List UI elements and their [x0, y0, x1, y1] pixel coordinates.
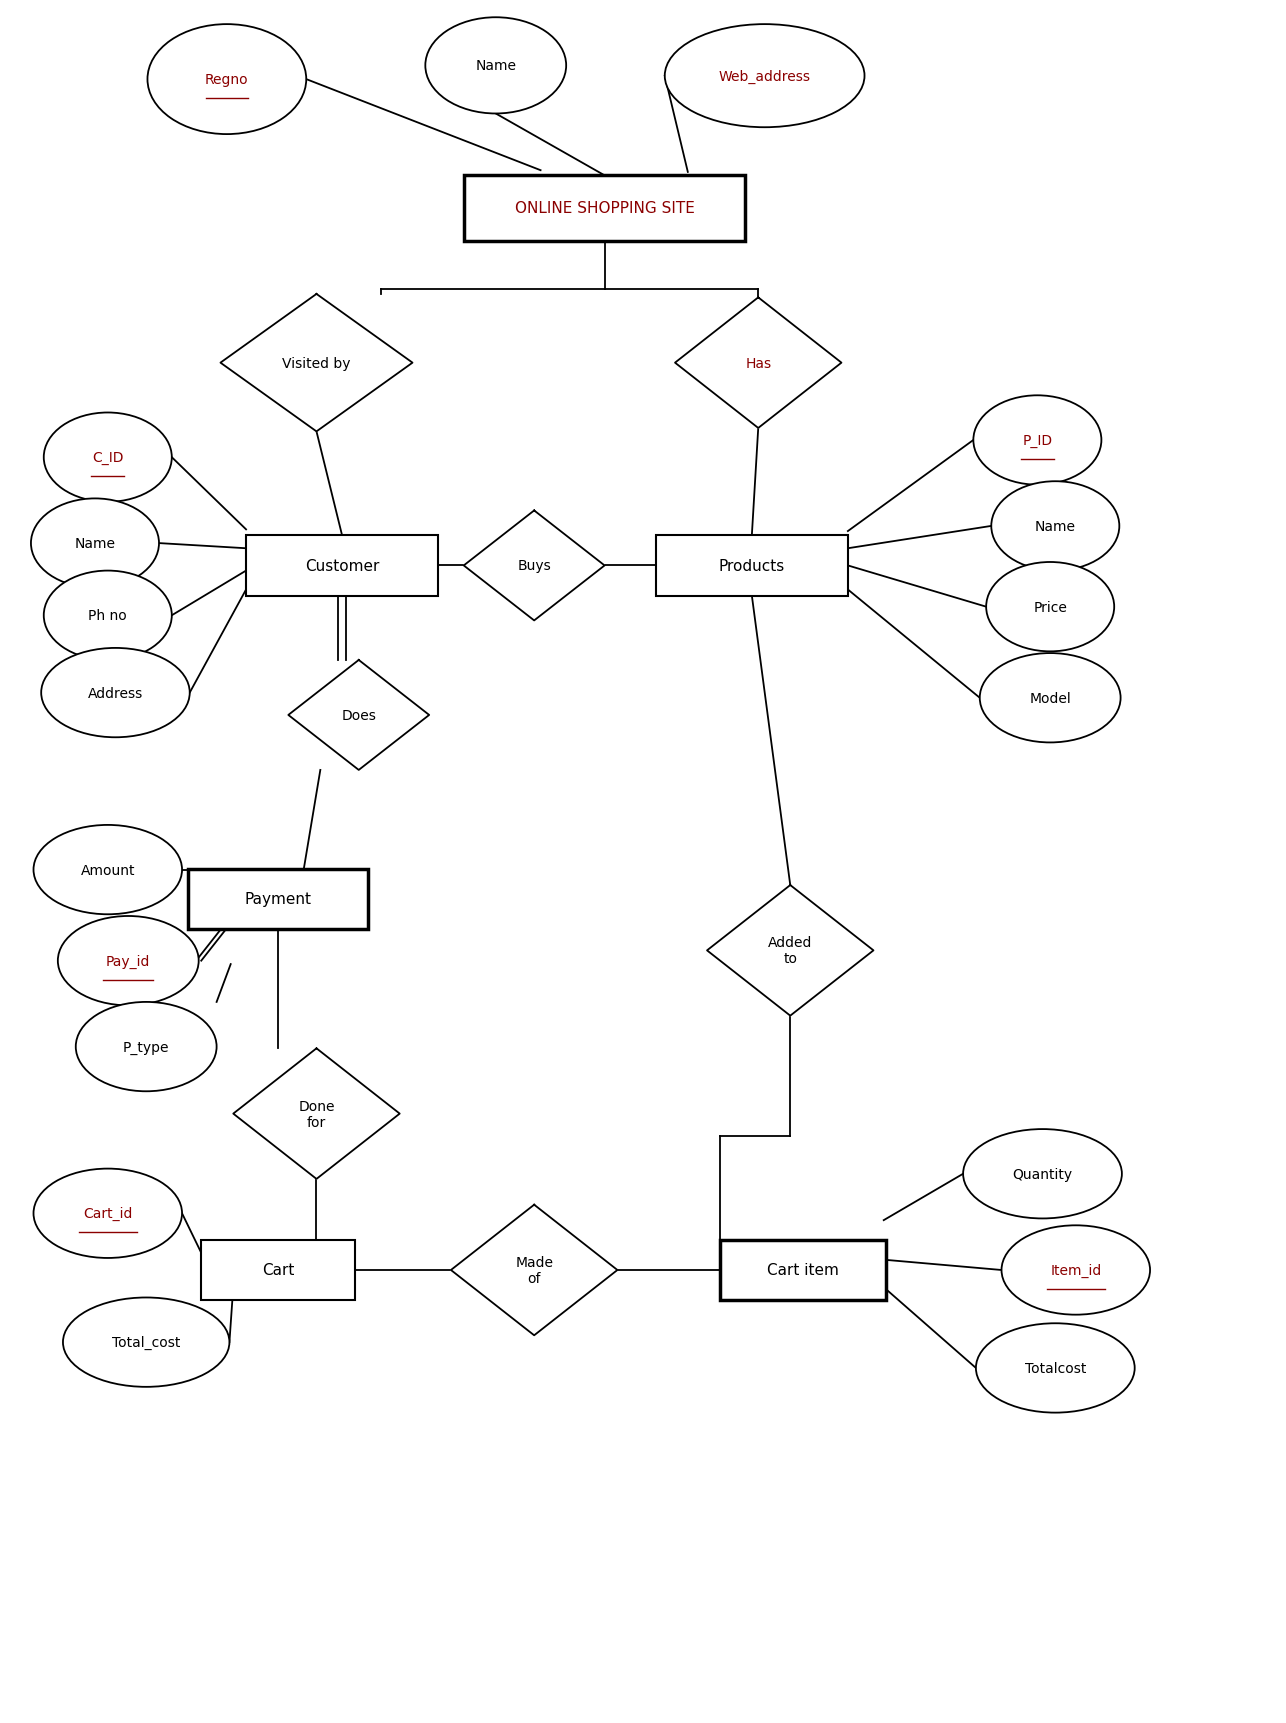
Text: Price: Price	[1033, 600, 1067, 615]
Text: Does: Does	[341, 708, 377, 722]
Ellipse shape	[976, 1323, 1134, 1413]
Text: Pay_id: Pay_id	[105, 955, 150, 968]
Text: Made
of: Made of	[516, 1254, 553, 1285]
Text: C_ID: C_ID	[93, 451, 123, 465]
Text: Item_id: Item_id	[1051, 1263, 1101, 1277]
Text: Buys: Buys	[517, 558, 550, 574]
Polygon shape	[233, 1049, 400, 1179]
Ellipse shape	[992, 482, 1119, 572]
Ellipse shape	[33, 1168, 183, 1258]
Text: P_type: P_type	[123, 1041, 170, 1054]
Ellipse shape	[76, 1003, 216, 1092]
Text: Web_address: Web_address	[719, 69, 810, 84]
Ellipse shape	[44, 572, 172, 660]
Ellipse shape	[980, 653, 1120, 743]
Polygon shape	[707, 886, 873, 1017]
FancyBboxPatch shape	[656, 536, 847, 596]
Text: Amount: Amount	[81, 863, 135, 877]
Polygon shape	[220, 295, 413, 432]
Text: Cart item: Cart item	[768, 1263, 838, 1278]
FancyBboxPatch shape	[464, 176, 746, 241]
Text: Has: Has	[745, 357, 772, 370]
Ellipse shape	[963, 1129, 1121, 1218]
Text: Done
for: Done for	[298, 1099, 334, 1129]
Text: Name: Name	[1035, 520, 1076, 534]
Text: Ph no: Ph no	[89, 608, 127, 624]
Text: Total_cost: Total_cost	[112, 1335, 180, 1349]
Polygon shape	[288, 660, 430, 770]
Ellipse shape	[31, 500, 159, 589]
Ellipse shape	[974, 396, 1101, 486]
Text: Cart_id: Cart_id	[84, 1206, 132, 1220]
Ellipse shape	[426, 19, 566, 114]
FancyBboxPatch shape	[201, 1241, 355, 1301]
Ellipse shape	[58, 917, 198, 1006]
Ellipse shape	[665, 26, 864, 128]
Text: Address: Address	[87, 686, 143, 700]
FancyBboxPatch shape	[720, 1241, 886, 1301]
Ellipse shape	[41, 648, 190, 737]
FancyBboxPatch shape	[189, 868, 368, 929]
Polygon shape	[675, 298, 841, 429]
Ellipse shape	[1002, 1225, 1150, 1315]
Text: Customer: Customer	[305, 558, 379, 574]
Ellipse shape	[986, 563, 1114, 651]
Ellipse shape	[33, 825, 183, 915]
Text: Name: Name	[75, 538, 116, 551]
Text: Cart: Cart	[262, 1263, 294, 1278]
Ellipse shape	[44, 414, 172, 503]
Text: Payment: Payment	[244, 893, 311, 906]
Text: Visited by: Visited by	[282, 357, 351, 370]
Ellipse shape	[63, 1297, 229, 1387]
Text: Name: Name	[476, 59, 516, 74]
Text: ONLINE SHOPPING SITE: ONLINE SHOPPING SITE	[514, 202, 694, 217]
Text: Added
to: Added to	[768, 936, 813, 967]
Text: Regno: Regno	[204, 72, 248, 88]
Ellipse shape	[148, 26, 306, 134]
Text: P_ID: P_ID	[1022, 434, 1052, 448]
FancyBboxPatch shape	[246, 536, 439, 596]
Text: Products: Products	[719, 558, 784, 574]
Polygon shape	[464, 512, 604, 620]
Polygon shape	[451, 1204, 617, 1335]
Text: Totalcost: Totalcost	[1025, 1361, 1085, 1375]
Text: Quantity: Quantity	[1012, 1166, 1073, 1180]
Text: Model: Model	[1029, 691, 1071, 705]
